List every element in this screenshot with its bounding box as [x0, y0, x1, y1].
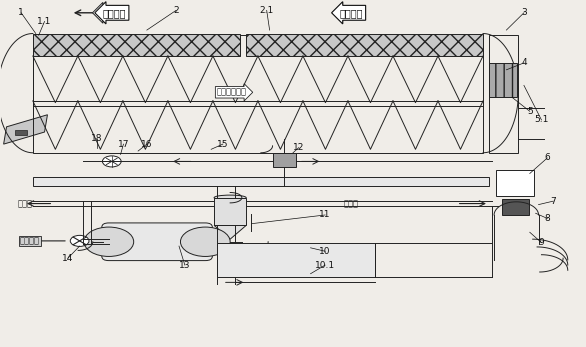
Text: 7: 7 [550, 197, 556, 206]
Bar [214, 198, 246, 225]
Bar [33, 177, 489, 186]
Bar [217, 243, 375, 277]
Bar [33, 34, 240, 56]
Circle shape [84, 227, 134, 256]
Text: 2.1: 2.1 [260, 6, 274, 15]
Text: 11: 11 [319, 211, 331, 219]
Text: 5: 5 [527, 107, 533, 116]
Text: 14: 14 [62, 254, 74, 263]
Text: 1: 1 [18, 8, 24, 17]
FancyBboxPatch shape [102, 223, 212, 261]
Text: 12: 12 [293, 143, 305, 152]
Text: 3: 3 [521, 8, 527, 17]
Bar [489, 35, 518, 153]
Text: 台车走向: 台车走向 [103, 8, 127, 18]
Text: 烟气流动方向: 烟气流动方向 [217, 88, 247, 97]
Bar [15, 130, 27, 135]
Bar [33, 35, 483, 153]
Text: 6: 6 [544, 153, 550, 162]
Text: 4: 4 [521, 58, 527, 67]
Circle shape [180, 227, 230, 256]
Text: 5.1: 5.1 [534, 116, 548, 125]
Text: 13: 13 [179, 261, 190, 270]
Polygon shape [4, 115, 47, 144]
Text: 8: 8 [544, 214, 550, 223]
Text: 台车走向: 台车走向 [340, 8, 363, 18]
Polygon shape [214, 225, 246, 239]
Text: 15: 15 [217, 139, 229, 149]
Bar [246, 34, 483, 56]
Circle shape [501, 174, 530, 192]
Text: 9: 9 [539, 238, 544, 247]
Text: 热返矿: 热返矿 [18, 199, 33, 208]
Text: 台车走向: 台车走向 [100, 8, 124, 18]
Text: 热返矿: 热返矿 [344, 199, 359, 208]
Circle shape [70, 235, 89, 246]
Text: 16: 16 [141, 139, 152, 149]
Text: 台车走向: 台车走向 [340, 8, 363, 18]
Bar [272, 153, 296, 167]
Bar [502, 200, 529, 215]
Bar [489, 63, 517, 98]
Text: 17: 17 [118, 139, 129, 149]
Text: 10.1: 10.1 [315, 261, 335, 270]
Text: 10: 10 [319, 247, 331, 256]
Ellipse shape [214, 195, 246, 200]
Text: 2: 2 [173, 6, 179, 15]
Text: 18: 18 [91, 134, 103, 143]
Text: 返烟装置: 返烟装置 [20, 236, 40, 245]
Circle shape [103, 156, 121, 167]
Text: 1.1: 1.1 [38, 17, 52, 26]
Bar [496, 170, 534, 196]
